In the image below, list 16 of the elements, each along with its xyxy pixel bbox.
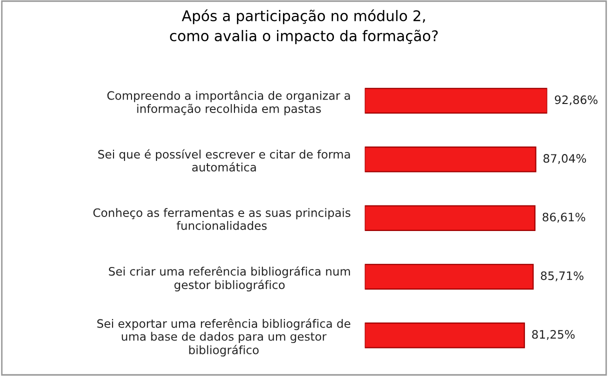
data-label: 92,86% [554, 95, 598, 106]
data-label: 81,25% [532, 330, 575, 340]
data-label: 85,71% [540, 271, 584, 282]
data-label: 87,04% [543, 154, 586, 164]
y-tick-label: Sei exportar uma referência bibliográfica de uma base de dados para um gestor bibliográfico [97, 318, 350, 357]
data-label: 86,61% [542, 212, 586, 223]
y-tick-label: Conheço as ferramentas e as suas principais funcionalidades [93, 208, 350, 230]
bar [364, 88, 548, 114]
bar [364, 205, 536, 231]
chart-title: Após a participação no módulo 2, como avalia o impacto da formação? [170, 9, 438, 44]
y-tick-label: Sei criar uma referência bibliográfica num gestor bibliográfico [108, 266, 350, 292]
bar [364, 146, 536, 172]
y-tick-label: Sei que é possível escrever e citar de forma automática [98, 149, 350, 172]
y-tick-label: Compreendo a importância de organizar a informação recolhida em pastas [107, 90, 350, 116]
bar [364, 322, 525, 348]
bar [364, 264, 534, 290]
